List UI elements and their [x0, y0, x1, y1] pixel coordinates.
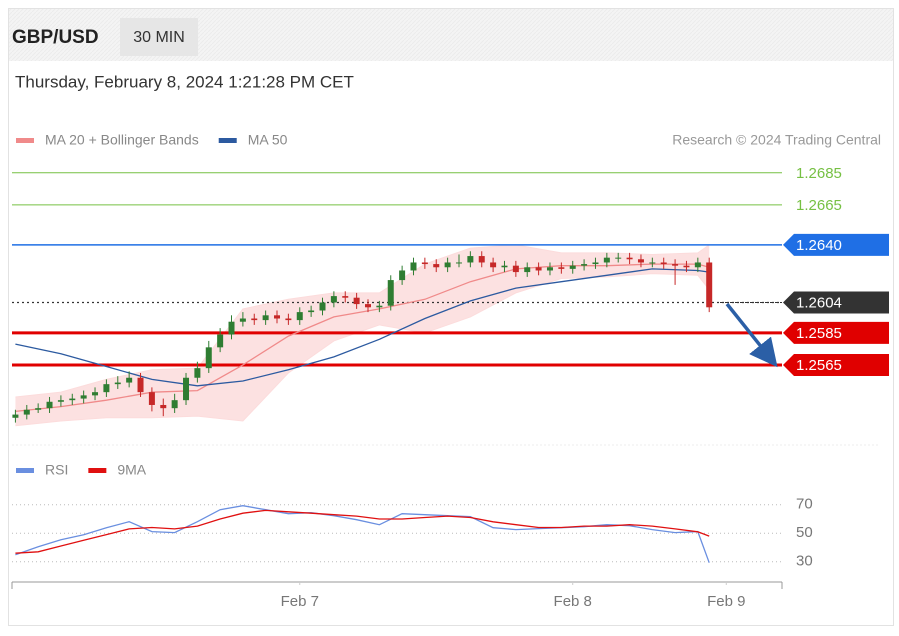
- candle-body: [535, 267, 542, 271]
- candle-body: [308, 310, 315, 313]
- candle-body: [478, 256, 485, 263]
- x-tick-label: Feb 8: [554, 593, 592, 610]
- candle-body: [410, 262, 417, 271]
- candle-body: [524, 267, 531, 273]
- series-line: [15, 268, 710, 387]
- legend-label: MA 50: [248, 132, 288, 148]
- candle-body: [603, 257, 610, 263]
- candle-body: [399, 270, 406, 281]
- source: Research © 2024 Trading Central: [672, 132, 881, 148]
- candle-body: [581, 264, 588, 266]
- x-tick-label: Feb 7: [281, 593, 319, 610]
- level-tag: [783, 353, 889, 376]
- candle-body: [103, 384, 110, 393]
- candle-body: [501, 265, 508, 268]
- candle-body: [330, 296, 337, 303]
- candle-body: [387, 280, 394, 306]
- candle-body: [35, 408, 42, 410]
- candle-body: [421, 262, 428, 265]
- candle-body: [160, 404, 167, 409]
- timeframe-box: [120, 18, 198, 56]
- candle-body: [239, 318, 246, 322]
- candle-body: [490, 262, 497, 268]
- candle-body: [512, 265, 519, 273]
- candle-body: [217, 334, 224, 348]
- candle-body: [194, 368, 201, 378]
- legend-swatch: [16, 138, 34, 143]
- level-label: 1.2585: [796, 325, 842, 342]
- bollinger-upper: [15, 244, 710, 398]
- level-label: 1.2665: [796, 197, 842, 214]
- candle-body: [80, 395, 87, 399]
- candle-body: [455, 262, 462, 264]
- candle-body: [376, 305, 383, 308]
- series-line: [15, 509, 710, 554]
- candle-body: [444, 262, 451, 268]
- candle-body: [694, 262, 701, 268]
- level-tag: [783, 233, 889, 256]
- candle-body: [69, 398, 76, 401]
- candle-body: [319, 302, 326, 311]
- series-line: [15, 505, 710, 563]
- candle-body: [637, 259, 644, 263]
- candle-body: [683, 265, 690, 268]
- candle-body: [467, 256, 474, 263]
- candle-body: [558, 267, 565, 269]
- candle-body: [137, 377, 144, 393]
- candle-body: [592, 262, 599, 265]
- candle-body: [342, 296, 349, 298]
- level-tag: [783, 291, 889, 314]
- legend-label: MA 20 + Bollinger Bands: [45, 132, 199, 148]
- candle-body: [126, 377, 133, 383]
- candle-body: [148, 392, 155, 405]
- legend-label: 9MA: [117, 462, 146, 478]
- legend-label: RSI: [45, 462, 68, 478]
- timeframe: 30 MIN: [133, 29, 185, 46]
- y-tick-label: 50: [796, 524, 813, 541]
- candle-body: [672, 264, 679, 266]
- timestamp: Thursday, February 8, 2024 1:21:28 PM CE…: [15, 72, 354, 91]
- candle-body: [649, 262, 656, 264]
- legend-swatch: [88, 468, 107, 473]
- y-tick-label: 30: [796, 553, 813, 570]
- level-label: 1.2685: [796, 165, 842, 182]
- candle-body: [171, 400, 178, 409]
- candle-body: [626, 257, 633, 260]
- forecast-arrow: [725, 302, 778, 368]
- candle-body: [296, 312, 303, 321]
- candle-body: [364, 304, 371, 308]
- candle-body: [92, 392, 99, 396]
- candle-body: [706, 262, 713, 308]
- candle-body: [353, 297, 360, 305]
- candle-body: [546, 267, 553, 271]
- candle-body: [433, 264, 440, 268]
- level-label: 1.2565: [796, 357, 842, 374]
- candle-body: [205, 347, 212, 369]
- candle-body: [262, 315, 269, 321]
- candle-body: [660, 262, 667, 265]
- bollinger-lower: [15, 273, 710, 427]
- candle-body: [114, 382, 121, 385]
- level-label: 1.2640: [796, 237, 842, 254]
- legend-swatch: [16, 468, 34, 473]
- candle-body: [12, 414, 19, 418]
- legend-swatch: [218, 138, 237, 143]
- candle-body: [46, 401, 53, 409]
- candle-body: [23, 409, 30, 415]
- y-tick-label: 70: [796, 496, 813, 513]
- candle-body: [183, 377, 190, 401]
- candle-body: [285, 318, 292, 321]
- candle-body: [274, 315, 281, 319]
- candle-body: [615, 257, 622, 259]
- candle-body: [251, 318, 258, 321]
- symbol: GBP/USD: [12, 27, 99, 48]
- candle-body: [57, 400, 64, 402]
- level-label: 1.2604: [796, 294, 842, 311]
- candle-body: [228, 321, 235, 335]
- x-tick-label: Feb 9: [707, 593, 745, 610]
- candle-body: [569, 265, 576, 269]
- level-tag: [783, 321, 889, 344]
